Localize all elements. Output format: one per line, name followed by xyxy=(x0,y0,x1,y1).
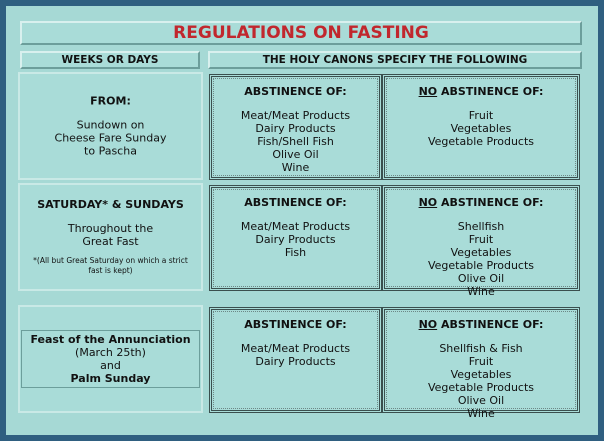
period-line: FROM: xyxy=(90,94,131,108)
item: Olive Oil xyxy=(457,272,505,285)
period-note: *(All but Great Saturday on which a stri… xyxy=(33,256,188,275)
period-line: to Pascha xyxy=(84,144,137,158)
item: Vegetables xyxy=(450,246,512,259)
header: WEEKS OR DAYS xyxy=(61,54,159,66)
no-abstinence-box: NO ABSTINENCE OF: Shellfish & Fish Fruit Ve… xyxy=(382,307,580,420)
period-line: Great Fast xyxy=(82,235,139,248)
period-line: Throughout the xyxy=(67,222,154,235)
item: Wine xyxy=(467,407,495,420)
box-heading: NO ABSTINENCE OF: xyxy=(385,318,577,331)
item: Vegetable Products xyxy=(427,135,535,148)
box-heading: ABSTINENCE OF: xyxy=(212,318,379,331)
item: Fruit xyxy=(468,233,494,246)
period-line: SATURDAY* & SUNDAYS xyxy=(37,198,184,211)
no-abstinence-box: NO ABSTINENCE OF: Fruit Vegetables Vegetabl… xyxy=(382,74,580,180)
item: Wine xyxy=(281,161,310,174)
box-heading: ABSTINENCE OF: xyxy=(212,196,379,209)
item: Wine xyxy=(467,285,495,298)
period-line: Palm Sunday xyxy=(70,372,151,385)
item: Vegetable Products xyxy=(427,259,535,272)
period-cell: SATURDAY* & SUNDAYS Throughout the Great F… xyxy=(18,183,203,291)
item: Vegetables xyxy=(450,368,512,381)
header-cell: THE HOLY CANONS SPECIFY THE FOLLOWING xyxy=(208,51,582,69)
heading-text: ABSTINENCE OF: xyxy=(244,318,347,331)
box-heading: NO ABSTINENCE OF: xyxy=(385,85,577,98)
item: Fish/Shell Fish xyxy=(257,135,334,148)
item: Meat/Meat Products xyxy=(240,342,351,355)
emphasis: NO xyxy=(418,196,438,209)
box-content: ABSTINENCE OF: Meat/Meat Products Dairy Pr… xyxy=(212,318,379,368)
period-line: and xyxy=(100,359,121,372)
period-content: Feast of the Annunciation (March 25th) and… xyxy=(20,330,201,388)
box-heading: NO ABSTINENCE OF: xyxy=(385,196,577,209)
period-line: Feast of the Annunciation xyxy=(30,333,191,346)
item: Shellfish xyxy=(457,220,505,233)
period-cell: FROM: Sundown on Cheese Fare Sunday to Pasc… xyxy=(18,72,203,180)
period-line: Cheese Fare Sunday xyxy=(54,131,167,145)
abstinence-box: ABSTINENCE OF: Meat/Meat Products Dairy Pr… xyxy=(209,74,382,180)
item: Meat/Meat Products xyxy=(240,220,351,233)
box-content: ABSTINENCE OF: Meat/Meat Products Dairy Pr… xyxy=(212,196,379,259)
item: Meat/Meat Products xyxy=(240,109,351,122)
period-box: Feast of the Annunciation (March 25th) and… xyxy=(21,330,200,388)
period-line: Sundown on xyxy=(76,118,145,132)
box-content: NO ABSTINENCE OF: Fruit Vegetables Vegetabl… xyxy=(385,85,577,148)
box-content: NO ABSTINENCE OF: Shellfish & Fish Fruit Ve… xyxy=(385,318,577,420)
abstinence-box: ABSTINENCE OF: Meat/Meat Products Dairy Pr… xyxy=(209,185,382,291)
item: Vegetables xyxy=(450,122,512,135)
item: Dairy Products xyxy=(255,233,336,246)
emphasis: NO xyxy=(418,318,438,331)
item: Dairy Products xyxy=(255,355,336,368)
box-content: NO ABSTINENCE OF: Shellfish Fruit Vegetable… xyxy=(385,196,577,298)
header-cell: WEEKS OR DAYS xyxy=(20,51,200,69)
box-content: ABSTINENCE OF: Meat/Meat Products Dairy Pr… xyxy=(212,85,379,174)
item: Vegetable Products xyxy=(427,381,535,394)
emphasis: NO xyxy=(418,85,438,98)
heading-text: ABSTINENCE OF: xyxy=(440,318,544,331)
no-abstinence-box: NO ABSTINENCE OF: Shellfish Fruit Vegetable… xyxy=(382,185,580,298)
box-heading: ABSTINENCE OF: xyxy=(212,85,379,98)
item: Olive Oil xyxy=(457,394,505,407)
heading-text: ABSTINENCE OF: xyxy=(244,85,347,98)
period-line: (March 25th) xyxy=(75,346,146,359)
title-bar: REGULATIONS ON FASTING xyxy=(20,21,582,45)
period-content: SATURDAY* & SUNDAYS Throughout the Great F… xyxy=(20,198,201,276)
item: Fruit xyxy=(468,355,494,368)
period-cell: Feast of the Annunciation (March 25th) and… xyxy=(18,305,203,413)
item: Olive Oil xyxy=(272,148,319,161)
abstinence-box: ABSTINENCE OF: Meat/Meat Products Dairy Pr… xyxy=(209,307,382,413)
title: REGULATIONS ON FASTING xyxy=(173,23,429,43)
item: Shellfish & Fish xyxy=(439,342,523,355)
heading-text: ABSTINENCE OF: xyxy=(440,85,544,98)
item: Dairy Products xyxy=(255,122,336,135)
item: Fruit xyxy=(468,109,494,122)
item: Fish xyxy=(284,246,307,259)
header: THE HOLY CANONS SPECIFY THE FOLLOWING xyxy=(262,54,528,66)
heading-text: ABSTINENCE OF: xyxy=(440,196,544,209)
heading-text: ABSTINENCE OF: xyxy=(244,196,347,209)
period-content: FROM: Sundown on Cheese Fare Sunday to Pasc… xyxy=(20,95,201,158)
